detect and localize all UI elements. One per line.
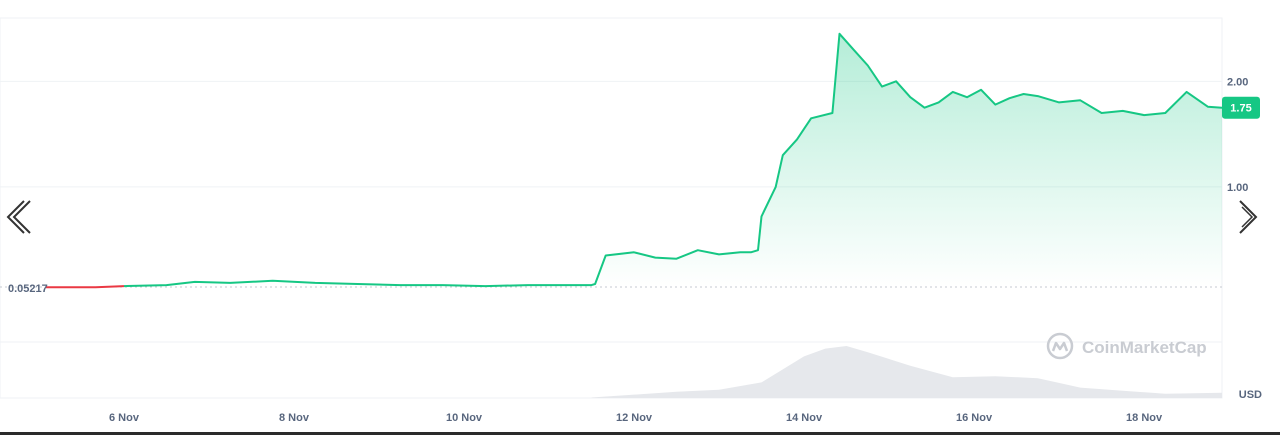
current-price-badge: [1222, 96, 1260, 119]
watermark-text: CoinMarketCap: [1082, 338, 1207, 357]
x-tick-label: 14 Nov: [786, 412, 823, 424]
y-tick-label: 2.00: [1227, 76, 1248, 88]
previous-chart-button[interactable]: [2, 195, 38, 239]
axes: 6 Nov 8 Nov 10 Nov 12 Nov 14 Nov 16 Nov 18 Nov…: [8, 76, 1260, 424]
watermark: CoinMarketCap: [1046, 332, 1207, 360]
chevron-left-double-icon: [6, 200, 31, 234]
x-tick-label: 12 Nov: [616, 412, 653, 424]
volume-area: [591, 346, 1222, 398]
current-price-label: 1.75: [1230, 103, 1251, 115]
baseline-label: 0.05217: [8, 283, 48, 295]
x-tick-label: 6 Nov: [109, 412, 140, 424]
volume-area-path: [591, 346, 1222, 398]
price-area: [46, 33, 1222, 288]
price-line-up: [123, 32, 1223, 288]
x-tick-label: 18 Nov: [1126, 412, 1163, 424]
price-line-down: [46, 285, 125, 289]
bottom-border: [0, 432, 1280, 435]
price-line: [46, 32, 1223, 289]
next-chart-button[interactable]: [1230, 195, 1266, 239]
chevron-right-icon: [1239, 200, 1258, 234]
y-tick-label: 1.00: [1227, 182, 1248, 194]
x-tick-label: 16 Nov: [956, 412, 993, 424]
currency-label: USD: [1239, 389, 1262, 401]
price-area-fill: [46, 33, 1222, 288]
coinmarketcap-logo-icon: [1046, 332, 1074, 360]
x-tick-label: 8 Nov: [279, 412, 310, 424]
x-tick-label: 10 Nov: [446, 412, 483, 424]
